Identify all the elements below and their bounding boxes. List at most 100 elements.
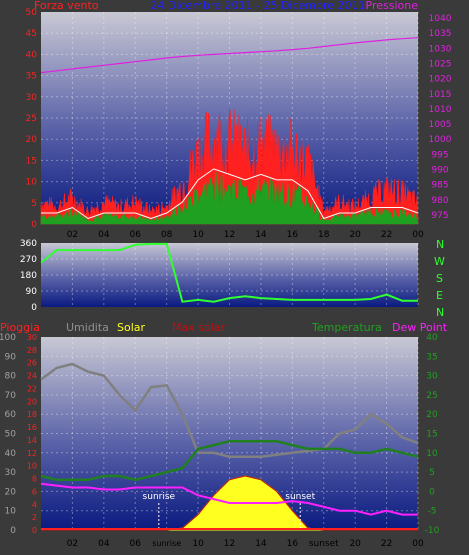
humidity-y-tick-label: 90 — [5, 352, 17, 362]
climate-x-tick-label: 10 — [192, 539, 204, 549]
legend-rain: Pioggia — [0, 321, 40, 334]
climate-x-tick-label: 00 — [412, 539, 424, 549]
legend-solar: Solar — [117, 321, 146, 334]
wind-y-tick-label: 20 — [26, 135, 38, 145]
temperature-y-tick-label: -5 — [428, 507, 437, 517]
temperature-y-tick-label: 10 — [426, 449, 438, 459]
temperature-y-tick-label: 20 — [426, 410, 438, 420]
rain-y-tick-label: 24 — [27, 372, 37, 381]
direction-y-tick-label: 360 — [20, 239, 37, 249]
rain-y-tick-label: 10 — [27, 462, 37, 471]
humidity-y-tick-label: 100 — [0, 333, 16, 343]
compass-label-e: E — [436, 289, 443, 302]
pressure-y-tick-label: 975 — [431, 211, 448, 221]
sunset-annotation: sunset — [285, 492, 315, 502]
climate-x-tick-label: 02 — [67, 539, 78, 549]
rain-y-tick-label: 12 — [27, 449, 37, 458]
rain-y-tick-label: 0 — [32, 526, 37, 535]
wind-y-tick-label: 5 — [31, 199, 37, 209]
pressure-series — [40, 37, 419, 74]
rain-y-tick-label: 22 — [27, 384, 37, 393]
rain-y-tick-label: 4 — [32, 500, 37, 509]
humidity-y-tick-label: 70 — [5, 391, 17, 401]
climate-x-tick-label: 16 — [287, 539, 299, 549]
rain-y-tick-label: 6 — [32, 487, 37, 496]
rain-y-tick-label: 30 — [27, 333, 37, 342]
pressure-y-tick-label: 1020 — [429, 75, 452, 85]
wind-x-tick-label: 10 — [192, 230, 204, 240]
direction-y-tick-label: 270 — [20, 255, 37, 265]
pressure-y-tick-label: 980 — [431, 196, 448, 206]
temperature-y-tick-label: 0 — [429, 487, 435, 497]
temperature-y-tick-label: 15 — [426, 430, 437, 440]
sunrise-annotation: sunrise — [143, 492, 176, 502]
wind-x-tick-label: 08 — [161, 230, 173, 240]
direction-y-tick-label: 0 — [31, 303, 37, 313]
rain-y-tick-label: 8 — [32, 475, 37, 484]
date-range-title: 24 Dicembre 2011 - 25 Dicembre 2011 — [150, 0, 365, 12]
wind-x-tick-label: 00 — [412, 230, 424, 240]
temperature-y-tick-label: 40 — [426, 333, 438, 343]
pressure-y-tick-label: 1035 — [429, 29, 452, 39]
rain-y-tick-label: 2 — [32, 513, 37, 522]
wind-y-tick-label: 50 — [26, 8, 38, 18]
legend-humidity: Umidita — [66, 321, 109, 334]
wind-x-tick-label: 04 — [98, 230, 110, 240]
climate-x-tick-label: 20 — [349, 539, 361, 549]
temperature-y-tick-label: -10 — [425, 526, 440, 536]
compass-label-n-bottom: N — [436, 306, 444, 319]
direction-y-tick-label: 90 — [26, 287, 38, 297]
rain-y-tick-label: 16 — [27, 423, 37, 432]
rain-y-tick-label: 26 — [27, 359, 37, 368]
pressure-y-tick-label: 1025 — [429, 59, 452, 69]
rain-y-tick-label: 28 — [27, 346, 37, 355]
temperature-series — [40, 439, 419, 482]
temperature-y-tick-label: 25 — [426, 391, 437, 401]
wind-y-tick-label: 30 — [26, 93, 38, 103]
direction-y-tick-label: 180 — [20, 271, 37, 281]
temperature-y-tick-label: 30 — [426, 372, 438, 382]
pressure-y-tick-label: 990 — [431, 165, 448, 175]
wind-average-series — [40, 170, 419, 225]
wind-direction-series — [40, 242, 418, 303]
legend-max-solar: Max solar — [172, 321, 225, 334]
pressure-y-tick-label: 995 — [431, 150, 448, 160]
pressure-title: Pressione — [366, 0, 419, 12]
wind-y-tick-label: 10 — [26, 178, 38, 188]
wind-y-tick-label: 25 — [26, 114, 37, 124]
climate-x-tick-label: 06 — [130, 539, 142, 549]
climate-x-tick-label: 04 — [98, 539, 110, 549]
rain-y-tick-label: 14 — [27, 436, 37, 445]
temperature-y-tick-label: 5 — [429, 468, 435, 478]
legend-temperature: Temperatura — [311, 321, 382, 334]
wind-y-tick-label: 15 — [26, 156, 37, 166]
humidity-y-tick-label: 50 — [5, 430, 17, 440]
climate-x-tick-label: 22 — [381, 539, 392, 549]
climate-x-tick-label: 14 — [255, 539, 267, 549]
compass-label-w: W — [434, 255, 445, 268]
wind-force-title: Forza vento — [34, 0, 99, 12]
humidity-y-tick-label: 40 — [5, 449, 17, 459]
wind-y-tick-label: 45 — [26, 29, 37, 39]
rain-y-tick-label: 18 — [27, 410, 37, 419]
wind-x-tick-label: 02 — [67, 230, 78, 240]
pressure-y-tick-label: 1000 — [429, 135, 452, 145]
wind-x-tick-label: 22 — [381, 230, 392, 240]
chart-marks: 0510152025303540455097598098599099510001… — [0, 8, 452, 549]
pressure-y-tick-label: 1010 — [429, 105, 452, 115]
temperature-y-tick-label: 35 — [426, 352, 437, 362]
wind-x-tick-label: 18 — [318, 230, 330, 240]
direction-panel-background — [41, 243, 418, 307]
pressure-y-tick-label: 1030 — [429, 44, 452, 54]
wind-x-tick-label: 16 — [287, 230, 299, 240]
climate-x-tick-label: sunrise — [152, 539, 181, 548]
humidity-y-tick-label: 80 — [5, 372, 17, 382]
wind-y-tick-label: 40 — [26, 50, 38, 60]
compass-label-n-top: N — [436, 238, 444, 251]
humidity-y-tick-label: 20 — [5, 487, 17, 497]
wind-x-tick-label: 20 — [349, 230, 361, 240]
rain-y-tick-label: 20 — [27, 397, 37, 406]
pressure-y-tick-label: 1040 — [429, 14, 452, 24]
